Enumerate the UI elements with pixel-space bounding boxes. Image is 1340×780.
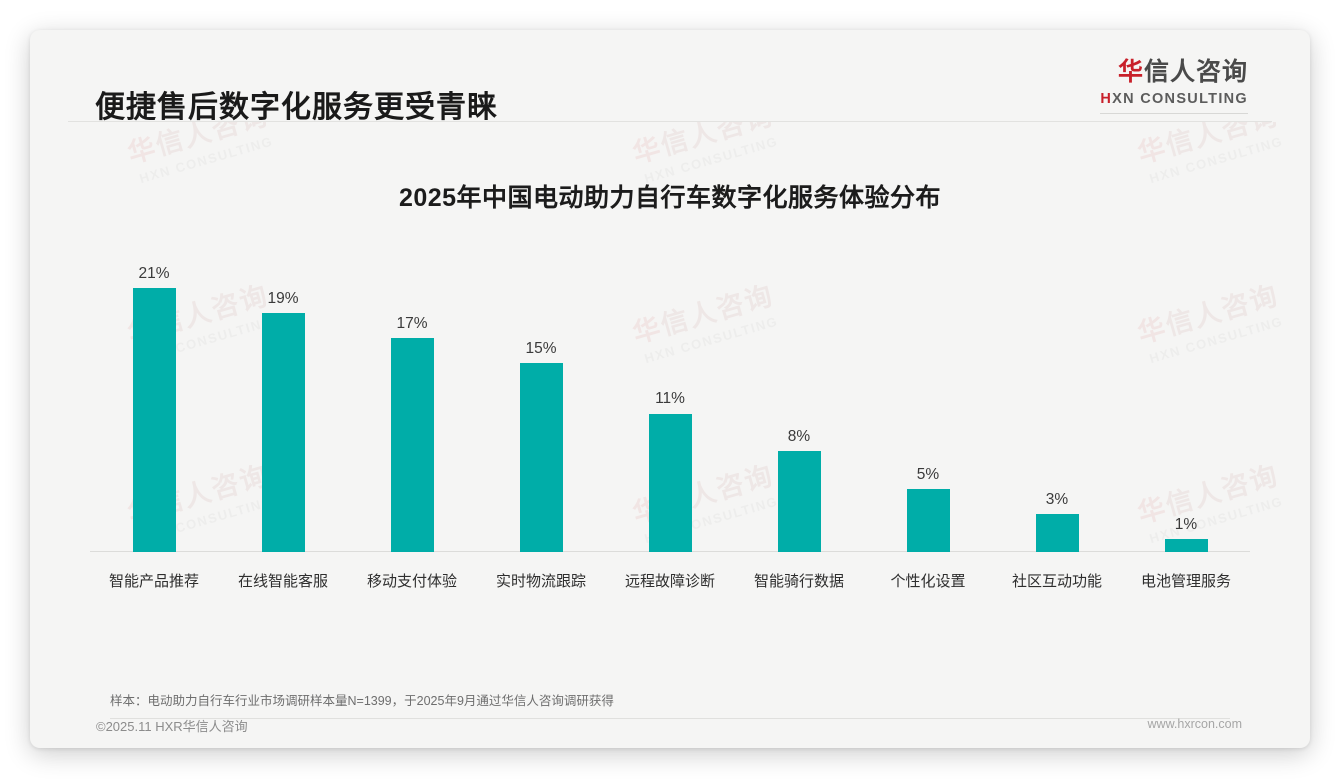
bar-series: 21% 19% 17% 15% 11% 8% 5% 3% 1% <box>90 262 1250 552</box>
bar-column: 19% <box>219 262 347 552</box>
watermark-cn-rest: 信人咨询 <box>152 122 273 161</box>
bar-column: 11% <box>606 262 734 552</box>
bar-column: 3% <box>993 262 1121 552</box>
x-axis-tick-label: 智能产品推荐 <box>108 573 199 590</box>
watermark-cn-rest: 信人咨询 <box>1162 122 1283 161</box>
bar-value-label: 17% <box>396 314 428 332</box>
x-axis-tick-label: 个性化设置 <box>890 573 966 590</box>
bar-value-label: 5% <box>916 465 940 483</box>
slide-footer: ©2025.11 HXR华信人咨询 www.hxrcon.com <box>30 702 1310 748</box>
brand-logo: 华信人咨询 HXN CONSULTING <box>1100 60 1248 114</box>
bar <box>906 489 950 552</box>
bar-value-label: 19% <box>267 289 299 307</box>
bar <box>1164 539 1208 552</box>
chart-title: 2025年中国电动助力自行车数字化服务体验分布 <box>398 184 942 212</box>
brand-logo-cn: 华信人咨询 <box>1100 60 1248 85</box>
bar-value-label: 15% <box>525 339 557 357</box>
bar-value-label: 1% <box>1174 515 1198 533</box>
slide-canvas: 便捷售后数字化服务更受青睐 华信人咨询 HXN CONSULTING 华信人咨询… <box>30 30 1310 748</box>
header-divider <box>68 121 1272 122</box>
brand-logo-en: HXN CONSULTING <box>1100 92 1248 107</box>
brand-logo-cn-rest: 信人咨询 <box>1143 58 1248 86</box>
x-axis-tick-labels: 智能产品推荐 在线智能客服 移动支付体验 实时物流跟踪 远程故障诊断 智能骑行数据 个性化设… <box>90 570 1250 591</box>
watermark-cn-accent: 华 <box>124 132 161 169</box>
bar <box>390 338 434 552</box>
footnote-block: 样本：电动助力自行车行业市场调研样本量N=1399，于2025年9月通过华信人咨… <box>110 690 1230 732</box>
copyright-text: ©2025.11 HXR华信人咨询 <box>96 719 248 734</box>
brand-logo-en-rest: XN CONSULTING <box>1112 91 1248 107</box>
watermark-cn-accent: 华 <box>629 132 666 169</box>
footnote-divider <box>110 718 1230 719</box>
brand-logo-en-accent: H <box>1100 91 1113 107</box>
brand-logo-cn-accent: 华 <box>1117 58 1144 86</box>
bar <box>132 288 176 552</box>
x-axis-tick-label: 远程故障诊断 <box>624 573 715 590</box>
bar-column: 17% <box>348 262 476 552</box>
bar-column: 8% <box>735 262 863 552</box>
x-axis-tick-label: 社区互动功能 <box>1011 573 1102 590</box>
brand-logo-underline <box>1100 112 1248 114</box>
bar-column: 1% <box>1122 262 1250 552</box>
bar-value-label: 3% <box>1045 490 1069 508</box>
bar-column: 21% <box>90 262 218 552</box>
bar <box>648 413 692 552</box>
bar <box>777 451 821 552</box>
watermark-cn: 华信人咨询 <box>124 122 273 169</box>
watermark-cn: 华信人咨询 <box>629 122 778 169</box>
bar <box>1035 514 1079 552</box>
bar-value-label: 11% <box>655 390 685 408</box>
x-axis-tick-label: 移动支付体验 <box>366 573 457 590</box>
x-axis-tick-label: 电池管理服务 <box>1140 573 1231 590</box>
bar-value-label: 21% <box>138 264 170 282</box>
watermark-cn-accent: 华 <box>1134 132 1171 169</box>
x-axis-tick-label: 在线智能客服 <box>237 573 328 590</box>
x-axis-tick-label: 实时物流跟踪 <box>495 573 586 590</box>
watermark-cn: 华信人咨询 <box>1134 122 1283 169</box>
sample-note: 样本：电动助力自行车行业市场调研样本量N=1399，于2025年9月通过华信人咨… <box>110 694 614 708</box>
website-url[interactable]: www.hxrcon.com <box>1147 717 1242 731</box>
slide-header: 便捷售后数字化服务更受青睐 华信人咨询 HXN CONSULTING <box>30 30 1310 124</box>
x-axis-tick-label: 智能骑行数据 <box>753 573 844 590</box>
watermark-cn-rest: 信人咨询 <box>657 122 778 161</box>
bar-column: 15% <box>477 262 605 552</box>
bar-value-label: 8% <box>787 427 811 445</box>
page-title: 便捷售后数字化服务更受青睐 <box>95 91 498 124</box>
bar <box>519 363 563 552</box>
bar <box>261 313 305 552</box>
bar-column: 5% <box>864 262 992 552</box>
